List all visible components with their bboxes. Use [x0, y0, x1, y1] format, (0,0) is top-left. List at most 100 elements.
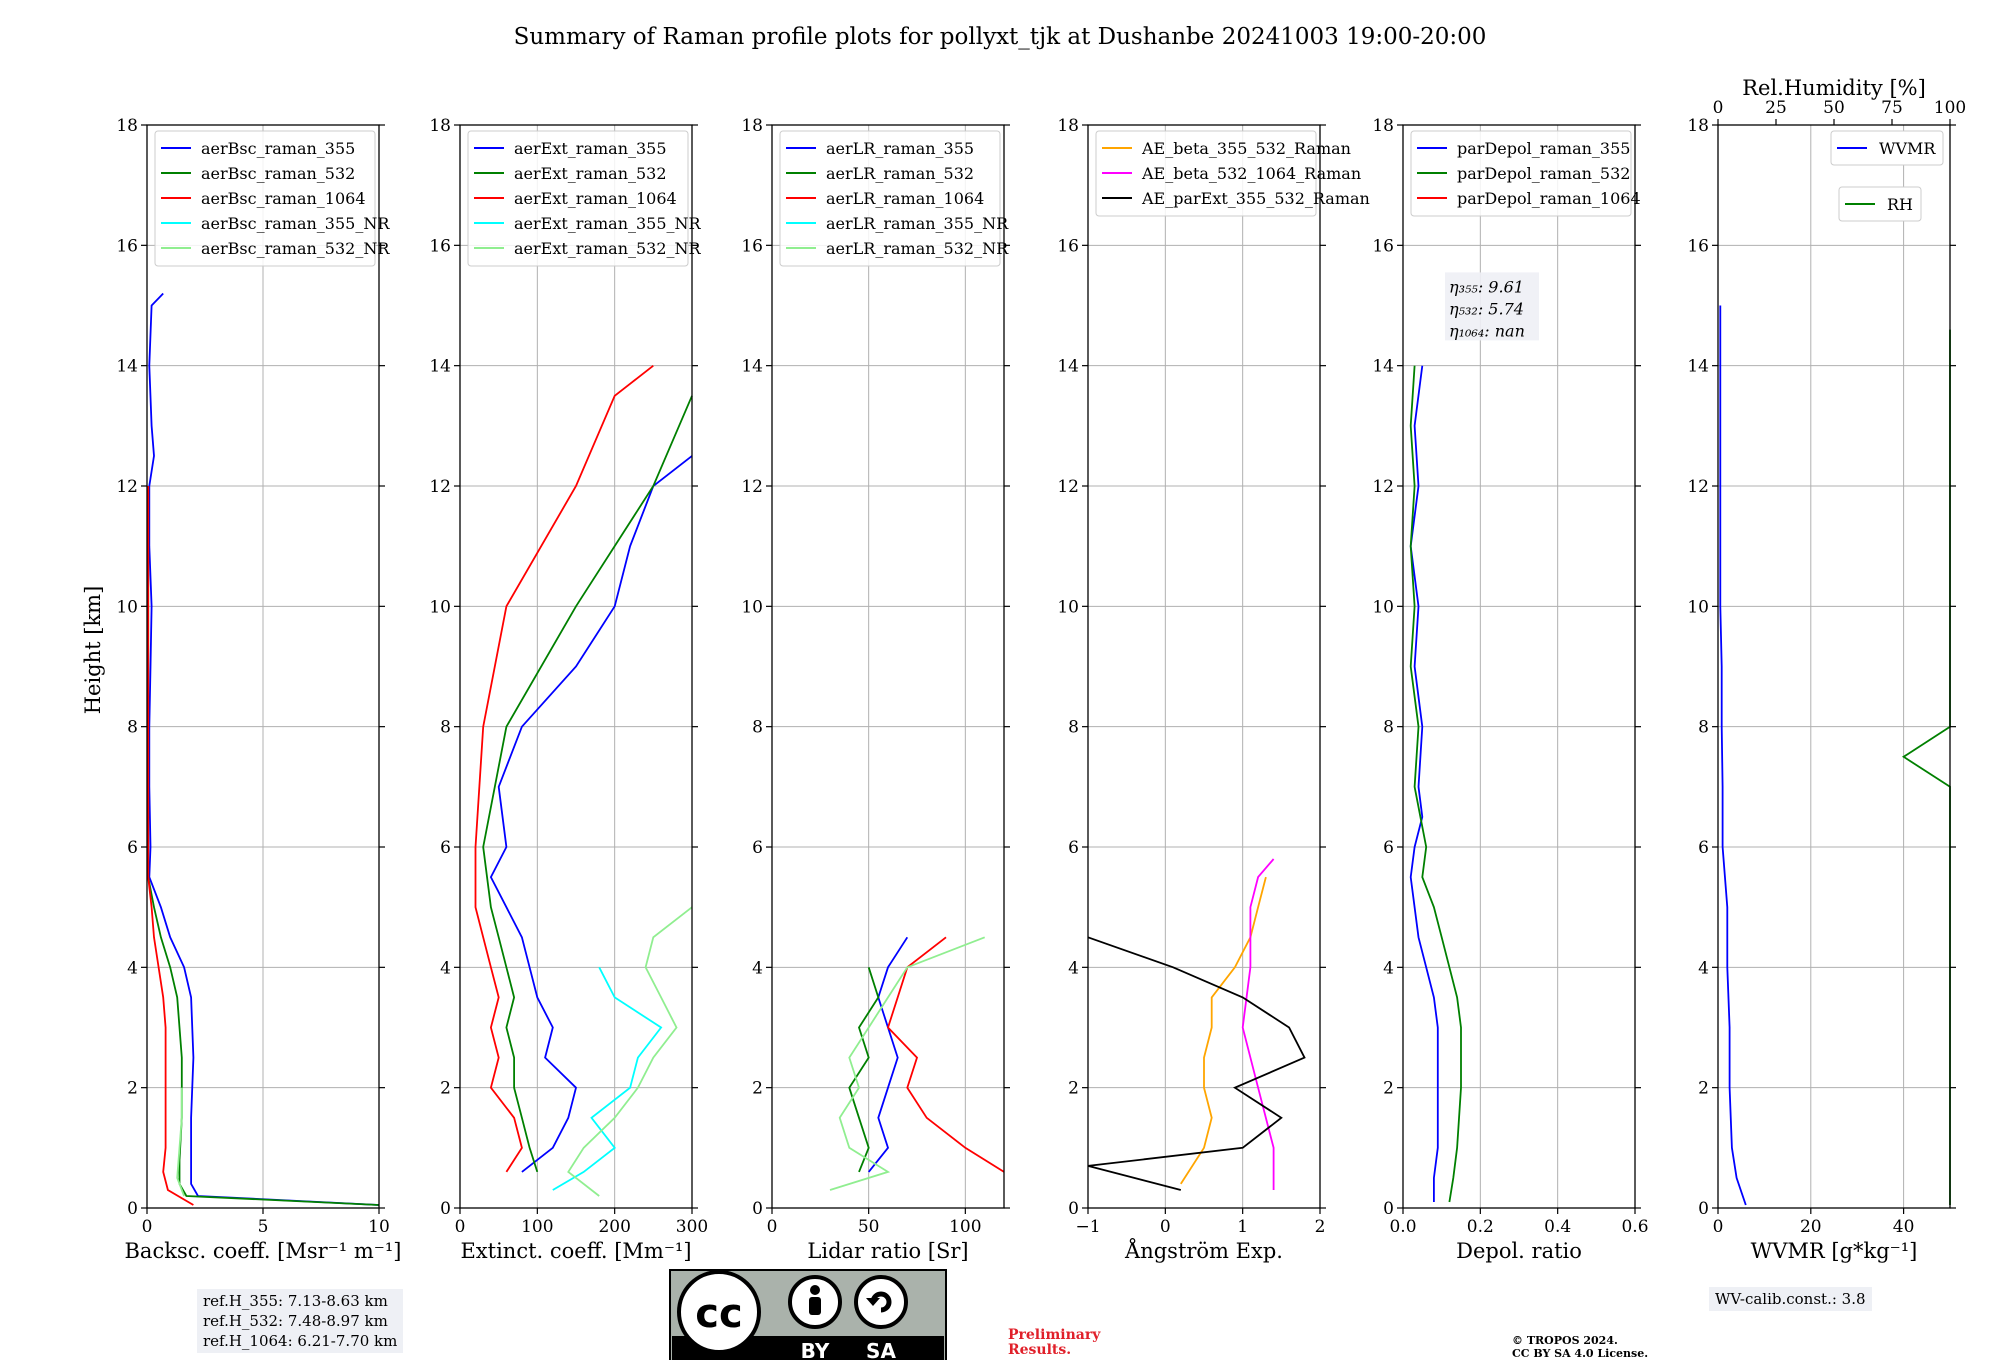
y-tick-label: 6: [1068, 838, 1079, 858]
x-tick-label: 0: [142, 1217, 153, 1237]
series-line-AE_beta_532_1064_Raman: [1241, 858, 1275, 1190]
x-tick-label: 0.0: [1389, 1217, 1416, 1237]
legend-label: aerBsc_raman_1064: [201, 189, 366, 208]
y-tick-label: 4: [440, 958, 451, 978]
legend-label: aerExt_raman_532: [514, 164, 667, 183]
legend-label: aerLR_raman_532_NR: [826, 239, 1009, 258]
y-tick-label: 0: [752, 1199, 763, 1219]
ref-height-532: ref.H_532: 7.48-8.97 km: [203, 1312, 388, 1330]
x-tick-label: 100: [949, 1217, 981, 1237]
y-tick-label: 0: [440, 1199, 451, 1219]
cc-logo-icon: [677, 1270, 761, 1354]
y-tick-label: 4: [1383, 958, 1394, 978]
legend-label: WVMR: [1879, 139, 1936, 158]
x-tick-label: 0: [455, 1217, 466, 1237]
preliminary-note: Preliminary Results.: [1008, 1328, 1100, 1358]
x-tick-label: 200: [598, 1217, 630, 1237]
ref-height-355: ref.H_355: 7.13-8.63 km: [203, 1292, 388, 1310]
top-axis-label: Rel.Humidity [%]: [1742, 76, 1926, 100]
series-line-aerExt_raman_355_NR: [552, 966, 663, 1191]
eta-annotation-box: [1445, 272, 1539, 341]
y-tick-label: 14: [1372, 357, 1394, 377]
by-label: BY: [801, 1339, 830, 1360]
eta-annotation: η₁₀₆₄: nan: [1449, 321, 1525, 340]
y-tick-label: 12: [741, 477, 763, 497]
top-x-tick-label: 0: [1713, 98, 1724, 118]
series-line-parDepol_raman_532: [1409, 365, 1462, 1203]
legend-label: aerLR_raman_1064: [826, 189, 984, 208]
y-tick-label: 8: [127, 718, 138, 738]
y-tick-label: 10: [1372, 597, 1394, 617]
axes-frame: [459, 124, 693, 1209]
y-tick-label: 18: [1057, 116, 1079, 136]
panel-depol: 0 2 4 6 8 10 12 14 16 18 0.0 0.2 0.4 0.6 Depol. ratio p…: [1372, 116, 1648, 1263]
y-tick-label: 8: [752, 718, 763, 738]
legend-label: aerLR_raman_532: [826, 164, 974, 183]
y-tick-label: 18: [116, 116, 138, 136]
y-tick-label: 18: [1372, 116, 1394, 136]
legend-box: [1095, 130, 1317, 217]
series-line-aerBsc_raman_532: [147, 486, 380, 1206]
series-line-aerLR_raman_355: [867, 936, 909, 1173]
y-tick-label: 12: [1372, 477, 1394, 497]
y-tick-label: 4: [1698, 958, 1709, 978]
y-tick-label: 2: [1698, 1079, 1709, 1099]
preliminary-line-1: Preliminary: [1008, 1327, 1101, 1343]
y-tick-label: 2: [440, 1079, 451, 1099]
copyright-note: © TROPOS 2024. CC BY SA 4.0 License.: [1512, 1334, 1648, 1360]
x-tick-label: 300: [676, 1217, 708, 1237]
copyright-line-2: CC BY SA 4.0 License.: [1512, 1347, 1649, 1360]
series-line-aerExt_raman_532_NR: [567, 906, 693, 1197]
y-tick-label: 14: [1687, 357, 1709, 377]
x-tick-label: 5: [258, 1217, 269, 1237]
legend-label: aerExt_raman_1064: [514, 189, 677, 208]
y-tick-label: 6: [127, 838, 138, 858]
legend-label: aerBsc_raman_355: [201, 139, 355, 158]
series-line-aerLR_raman_532: [848, 967, 880, 1173]
y-tick-label: 14: [429, 357, 451, 377]
y-tick-label: 6: [440, 838, 451, 858]
legend-label: aerBsc_raman_532: [201, 164, 355, 183]
legend-label: RH: [1887, 195, 1913, 214]
series-line-aerExt_raman_1064: [474, 364, 654, 1173]
legend-box: [154, 130, 376, 267]
series-line-aerBsc_raman_355: [148, 292, 380, 1206]
y-tick-label: 0: [1068, 1199, 1079, 1219]
wv-calibration-box: WV-calib.const.: 3.8: [1709, 1287, 1872, 1311]
x-tick-label: 2: [1315, 1217, 1326, 1237]
x-axis-label: Backsc. coeff. [Msr⁻¹ m⁻¹]: [125, 1239, 402, 1263]
y-tick-label: 0: [127, 1199, 138, 1219]
y-tick-label: 10: [116, 597, 138, 617]
eta-annotation: η₅₃₂: 5.74: [1449, 299, 1524, 318]
legend-label: parDepol_raman_1064: [1457, 189, 1641, 208]
legend-label: aerLR_raman_355: [826, 139, 974, 158]
y-tick-label: 8: [440, 718, 451, 738]
y-tick-label: 6: [1698, 838, 1709, 858]
cc-logo-text: cc: [695, 1291, 742, 1337]
y-tick-label: 6: [1383, 838, 1394, 858]
wv-calib-const: WV-calib.const.: 3.8: [1715, 1290, 1866, 1308]
legend-box: [779, 130, 1001, 267]
x-axis-label: WVMR [g*kg⁻¹]: [1751, 1239, 1918, 1263]
legend-label: AE_beta_532_1064_Raman: [1141, 164, 1361, 183]
y-tick-label: 18: [1687, 116, 1709, 136]
y-tick-label: 4: [1068, 958, 1079, 978]
y-tick-label: 8: [1383, 718, 1394, 738]
top-x-tick-label: 50: [1823, 98, 1845, 118]
axes-frame: [771, 124, 1005, 1209]
series-line-AE_beta_355_532_Raman: [1180, 876, 1267, 1185]
x-axis-label: Ångström Exp.: [1124, 1238, 1283, 1263]
x-axis-label: Lidar ratio [Sr]: [807, 1239, 968, 1263]
y-tick-label: 16: [116, 236, 138, 256]
x-tick-label: 100: [521, 1217, 553, 1237]
legend-label: AE_beta_355_532_Raman: [1141, 139, 1351, 158]
x-tick-label: 0: [1160, 1217, 1171, 1237]
y-tick-label: 14: [741, 357, 763, 377]
y-tick-label: 16: [1372, 236, 1394, 256]
legend-label: parDepol_raman_355: [1457, 139, 1630, 158]
